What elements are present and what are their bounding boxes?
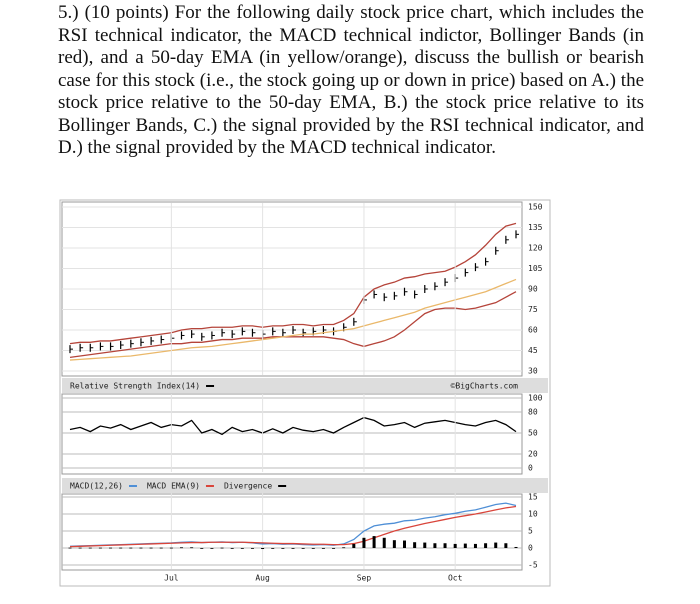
divergence-bar	[210, 548, 214, 549]
divergence-bar	[342, 547, 346, 549]
divergence-bar	[220, 547, 224, 549]
y-tick-label: 75	[528, 305, 538, 314]
y-tick-label: 45	[528, 346, 538, 355]
divergence-bar	[149, 547, 153, 549]
divergence-bar	[403, 540, 406, 548]
x-tick-label: Sep	[357, 574, 372, 583]
divergence-bar	[453, 543, 457, 548]
series-line	[69, 278, 517, 361]
divergence-bar	[392, 540, 396, 548]
divergence-bar	[514, 546, 518, 548]
divergence-bar	[433, 543, 437, 548]
x-tick-label: Aug	[255, 574, 270, 583]
x-tick-label: Oct	[448, 574, 463, 583]
series-line	[69, 291, 517, 358]
y-tick-label: 150	[528, 203, 543, 212]
series-line	[69, 505, 517, 548]
divergence-bar	[98, 547, 102, 549]
rsi-header	[62, 378, 548, 393]
divergence-bar	[250, 548, 254, 549]
divergence-bar	[271, 548, 275, 549]
divergence-bar	[473, 543, 477, 548]
divergence-bar	[494, 542, 498, 548]
series-line	[69, 416, 517, 436]
divergence-bar	[504, 543, 508, 548]
divergence-bar	[291, 548, 295, 549]
divergence-bar	[321, 548, 325, 549]
question-text: 5.) (10 points) For the following daily …	[58, 2, 644, 158]
divergence-bar	[159, 547, 163, 549]
divergence-bar	[413, 542, 417, 548]
divergence-bar	[139, 547, 143, 549]
divergence-bar	[423, 542, 427, 548]
legend-label: Divergence	[224, 482, 272, 491]
y-tick-label: 100	[528, 394, 543, 403]
divergence-bar	[109, 547, 113, 549]
y-tick-label: 0	[528, 464, 533, 473]
divergence-bar	[180, 547, 183, 549]
divergence-bar	[68, 547, 72, 549]
series-line	[69, 222, 517, 345]
divergence-bar	[484, 543, 488, 548]
divergence-bar	[352, 543, 356, 548]
y-tick-label: 30	[528, 367, 538, 376]
divergence-bar	[190, 547, 194, 549]
divergence-bar	[332, 548, 336, 549]
legend-label: Relative Strength Index(14)	[70, 382, 200, 391]
divergence-bar	[362, 537, 366, 548]
y-tick-label: 80	[528, 408, 538, 417]
y-tick-label: 120	[528, 244, 543, 253]
divergence-bar	[230, 548, 234, 549]
legend-label: MACD EMA(9)	[147, 482, 200, 491]
rsi-panel	[61, 393, 523, 475]
divergence-bar	[129, 547, 133, 549]
divergence-bar	[88, 547, 92, 549]
x-tick-label: Jul	[164, 574, 179, 583]
divergence-bar	[311, 548, 315, 549]
divergence-bar	[240, 548, 244, 549]
divergence-bar	[443, 543, 447, 548]
y-tick-label: -5	[528, 561, 538, 570]
divergence-bar	[463, 543, 467, 548]
divergence-bar	[372, 536, 376, 548]
y-tick-label: 50	[528, 429, 538, 438]
divergence-bar	[200, 548, 204, 549]
source: ©BigCharts.com	[451, 382, 519, 391]
legend-label: MACD(12,26)	[70, 482, 123, 491]
divergence-bar	[78, 547, 82, 549]
y-tick-label: 15	[528, 493, 538, 502]
macd-panel	[61, 493, 523, 571]
y-tick-label: 10	[528, 510, 538, 519]
divergence-bar	[301, 548, 305, 549]
y-tick-label: 20	[528, 450, 538, 459]
divergence-bar	[281, 548, 285, 549]
y-tick-label: 90	[528, 285, 538, 294]
y-tick-label: 5	[528, 527, 533, 536]
y-tick-label: 135	[528, 223, 543, 232]
y-tick-label: 0	[528, 544, 533, 553]
macd-header	[62, 478, 548, 493]
y-tick-label: 105	[528, 264, 543, 273]
divergence-bar	[382, 537, 386, 548]
divergence-bar	[119, 547, 123, 549]
divergence-bar	[261, 548, 265, 550]
divergence-bar	[169, 547, 173, 549]
y-tick-label: 60	[528, 326, 538, 335]
